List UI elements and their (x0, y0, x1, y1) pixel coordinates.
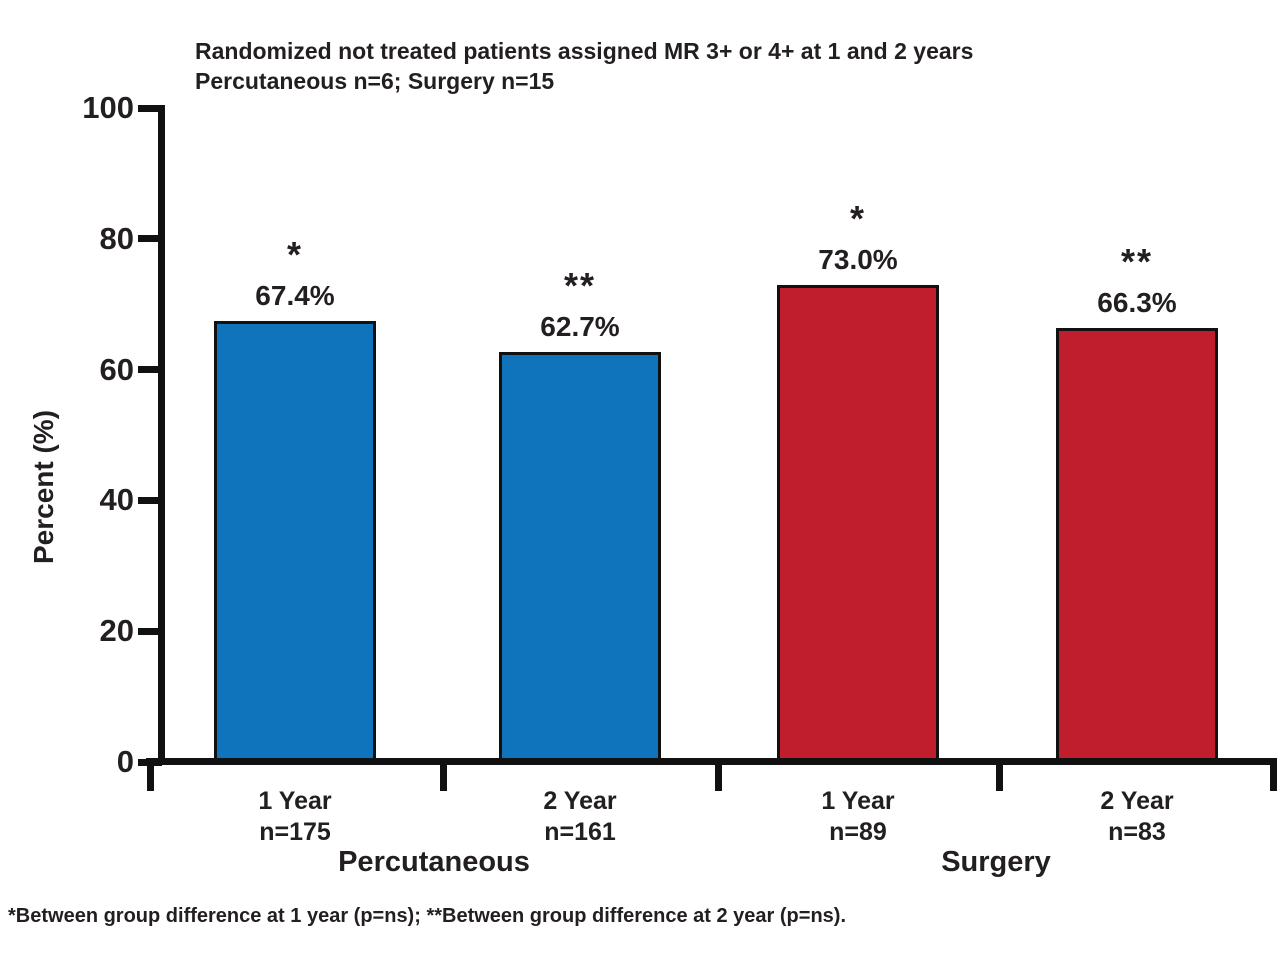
bar-category-label: 1 Year n=175 (185, 786, 405, 848)
x-tick (714, 758, 722, 791)
y-axis-line (158, 105, 165, 765)
category-n-label: n=161 (544, 818, 616, 846)
category-year-label: 2 Year (1100, 787, 1174, 815)
y-tick-label: 0 (116, 744, 134, 779)
x-tick (439, 758, 447, 791)
bar-category-label: 2 Year n=161 (470, 786, 690, 848)
bar-value-label: 66.3% (1097, 287, 1177, 319)
y-tick-label: 20 (99, 613, 134, 649)
bar (499, 351, 661, 765)
category-year-label: 1 Year (821, 787, 895, 815)
y-tick-label: 40 (99, 482, 134, 518)
bar-value-label: 62.7% (540, 310, 620, 342)
x-tick (995, 758, 1003, 791)
category-year-label: 2 Year (543, 787, 617, 815)
bar-significance-marker: ** (563, 264, 597, 306)
bar (214, 321, 376, 765)
bar (777, 284, 939, 765)
group-label: Percutaneous (338, 846, 530, 878)
y-tick (138, 496, 162, 504)
bar-significance-marker: * (286, 234, 303, 276)
bar (1056, 328, 1218, 765)
bar-significance-marker: * (849, 197, 866, 239)
bar-value-label: 73.0% (818, 243, 898, 275)
y-tick (138, 104, 162, 112)
y-tick-label: 100 (82, 90, 134, 125)
y-tick (138, 235, 162, 243)
y-tick (138, 366, 162, 374)
y-tick-label: 80 (99, 220, 134, 256)
category-n-label: n=83 (1108, 818, 1166, 846)
bar-significance-marker: ** (1120, 241, 1154, 283)
x-tick (1269, 758, 1277, 791)
category-year-label: 1 Year (258, 787, 332, 815)
y-tick-label: 60 (99, 351, 134, 387)
footnote: *Between group difference at 1 year (p=n… (8, 905, 846, 927)
bar-value-label: 67.4% (255, 280, 335, 312)
y-tick (138, 627, 162, 635)
category-n-label: n=175 (259, 818, 331, 846)
chart-title: Randomized not treated patients assigned… (195, 38, 974, 64)
x-tick (146, 758, 154, 791)
bar-category-label: 2 Year n=83 (1027, 786, 1247, 848)
group-label: Surgery (941, 846, 1051, 878)
chart-subtitle: Percutaneous n=6; Surgery n=15 (195, 68, 555, 94)
bar-category-label: 1 Year n=89 (748, 786, 968, 848)
category-n-label: n=89 (829, 818, 887, 846)
x-axis-line (146, 758, 1277, 765)
